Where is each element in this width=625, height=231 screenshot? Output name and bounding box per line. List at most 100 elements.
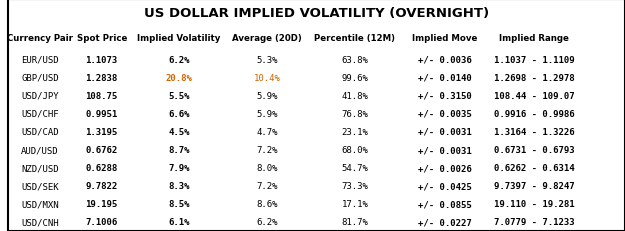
Text: 1.2698 - 1.2978: 1.2698 - 1.2978 <box>494 73 574 82</box>
Text: 19.110 - 19.281: 19.110 - 19.281 <box>494 200 574 208</box>
Text: US DOLLAR IMPLIED VOLATILITY (OVERNIGHT): US DOLLAR IMPLIED VOLATILITY (OVERNIGHT) <box>144 7 489 20</box>
Bar <box>8 105 72 123</box>
Bar <box>486 87 582 105</box>
Text: +/- 0.0031: +/- 0.0031 <box>418 146 471 154</box>
Bar <box>307 213 402 231</box>
Bar <box>8 51 72 69</box>
Text: 17.1%: 17.1% <box>341 200 368 208</box>
Bar <box>307 159 402 177</box>
Bar <box>486 51 582 69</box>
Text: 7.9%: 7.9% <box>168 164 189 172</box>
Text: Implied Move: Implied Move <box>412 34 477 43</box>
Bar <box>486 27 582 51</box>
Bar <box>131 51 227 69</box>
Text: 0.6288: 0.6288 <box>86 164 118 172</box>
Bar <box>72 105 131 123</box>
Text: +/- 0.0855: +/- 0.0855 <box>418 200 471 208</box>
Text: 6.1%: 6.1% <box>168 218 189 226</box>
Text: +/- 0.3150: +/- 0.3150 <box>418 91 471 100</box>
Text: Implied Volatility: Implied Volatility <box>138 34 221 43</box>
Text: 20.8%: 20.8% <box>166 73 192 82</box>
Bar <box>486 159 582 177</box>
Bar <box>72 123 131 141</box>
Text: 10.4%: 10.4% <box>254 73 281 82</box>
Bar <box>307 51 402 69</box>
Text: 5.3%: 5.3% <box>256 55 278 64</box>
Text: 0.6731 - 0.6793: 0.6731 - 0.6793 <box>494 146 574 154</box>
Text: EUR/USD: EUR/USD <box>21 55 59 64</box>
Bar <box>402 105 486 123</box>
Text: 108.75: 108.75 <box>86 91 118 100</box>
Text: 76.8%: 76.8% <box>341 109 368 118</box>
Bar <box>72 141 131 159</box>
Text: 7.2%: 7.2% <box>256 146 278 154</box>
Text: 7.2%: 7.2% <box>256 182 278 190</box>
Text: 8.5%: 8.5% <box>168 200 189 208</box>
Bar <box>402 141 486 159</box>
Bar <box>131 87 227 105</box>
Text: 81.7%: 81.7% <box>341 218 368 226</box>
Bar <box>8 195 72 213</box>
Bar <box>72 69 131 87</box>
Bar <box>402 159 486 177</box>
Bar <box>486 141 582 159</box>
Bar <box>227 177 307 195</box>
Bar <box>72 213 131 231</box>
Bar <box>8 159 72 177</box>
Text: 0.6262 - 0.6314: 0.6262 - 0.6314 <box>494 164 574 172</box>
Text: +/- 0.0036: +/- 0.0036 <box>418 55 471 64</box>
Text: +/- 0.0425: +/- 0.0425 <box>418 182 471 190</box>
Bar <box>227 51 307 69</box>
Text: 1.1037 - 1.1109: 1.1037 - 1.1109 <box>494 55 574 64</box>
Bar <box>486 105 582 123</box>
Bar <box>131 69 227 87</box>
Bar <box>227 213 307 231</box>
Bar <box>131 177 227 195</box>
Text: 9.7397 - 9.8247: 9.7397 - 9.8247 <box>494 182 574 190</box>
Bar <box>227 105 307 123</box>
Bar <box>307 69 402 87</box>
Text: 6.6%: 6.6% <box>168 109 189 118</box>
Bar <box>131 123 227 141</box>
Bar <box>402 51 486 69</box>
Bar <box>72 177 131 195</box>
Text: +/- 0.0140: +/- 0.0140 <box>418 73 471 82</box>
Text: 4.7%: 4.7% <box>256 128 278 136</box>
Text: USD/CAD: USD/CAD <box>21 128 59 136</box>
Bar <box>131 159 227 177</box>
Text: 5.9%: 5.9% <box>256 109 278 118</box>
Text: +/- 0.0031: +/- 0.0031 <box>418 128 471 136</box>
Text: GBP/USD: GBP/USD <box>21 73 59 82</box>
Bar <box>486 195 582 213</box>
Text: 1.3195: 1.3195 <box>86 128 118 136</box>
Text: 54.7%: 54.7% <box>341 164 368 172</box>
Bar <box>72 195 131 213</box>
Text: USD/MXN: USD/MXN <box>21 200 59 208</box>
Text: USD/SEK: USD/SEK <box>21 182 59 190</box>
Bar <box>307 105 402 123</box>
Text: 68.0%: 68.0% <box>341 146 368 154</box>
Bar <box>307 27 402 51</box>
Bar <box>131 27 227 51</box>
Text: 73.3%: 73.3% <box>341 182 368 190</box>
Bar <box>486 177 582 195</box>
Bar <box>227 195 307 213</box>
Text: Implied Range: Implied Range <box>499 34 569 43</box>
Bar <box>307 87 402 105</box>
Text: NZD/USD: NZD/USD <box>21 164 59 172</box>
Text: Average (20D): Average (20D) <box>232 34 302 43</box>
Bar <box>8 69 72 87</box>
Text: +/- 0.0227: +/- 0.0227 <box>418 218 471 226</box>
Text: 63.8%: 63.8% <box>341 55 368 64</box>
Bar <box>227 123 307 141</box>
Text: USD/JPY: USD/JPY <box>21 91 59 100</box>
Text: +/- 0.0035: +/- 0.0035 <box>418 109 471 118</box>
Text: Spot Price: Spot Price <box>76 34 127 43</box>
Text: 1.3164 - 1.3226: 1.3164 - 1.3226 <box>494 128 574 136</box>
Text: 108.44 - 109.07: 108.44 - 109.07 <box>494 91 574 100</box>
Text: 1.1073: 1.1073 <box>86 55 118 64</box>
Text: 9.7822: 9.7822 <box>86 182 118 190</box>
Bar <box>131 195 227 213</box>
Text: +/- 0.0026: +/- 0.0026 <box>418 164 471 172</box>
Bar <box>402 213 486 231</box>
